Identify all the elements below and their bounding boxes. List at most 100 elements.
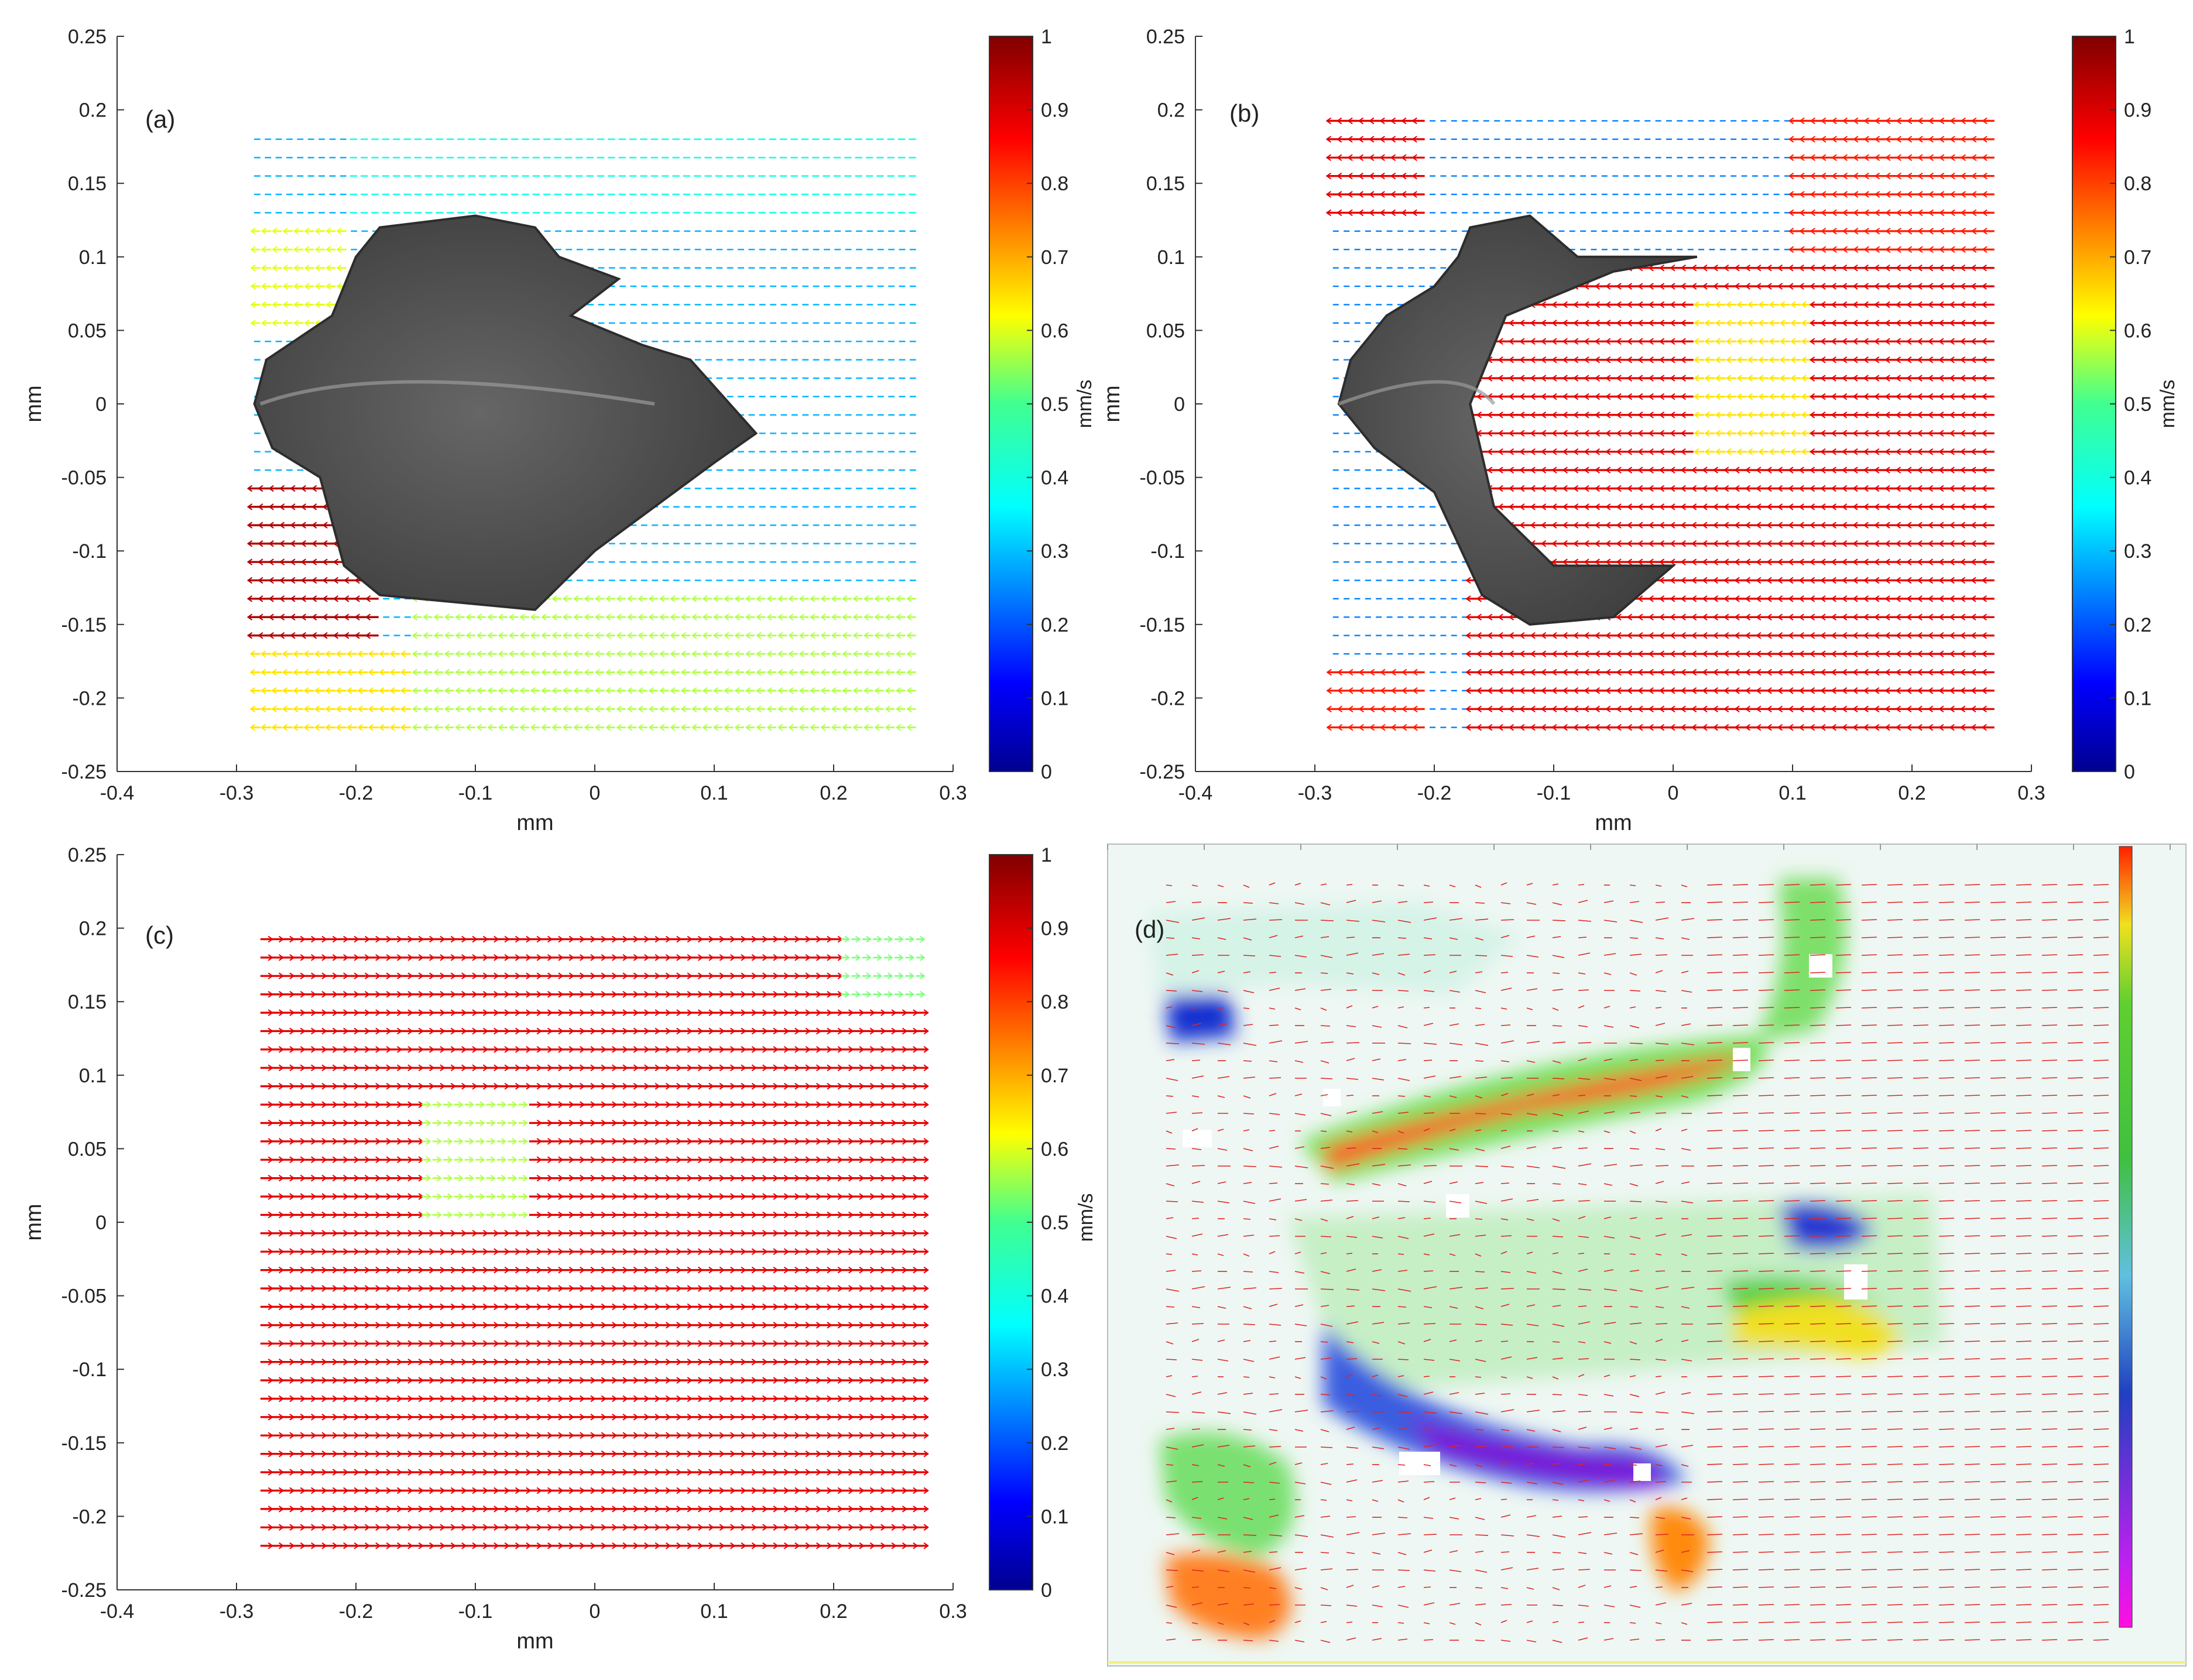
vector-arrow [842,705,852,713]
arrow-head [820,613,826,621]
arrow-head [745,632,751,639]
arrow-head [895,668,902,676]
arrow-head [734,613,740,621]
vector-arrow [261,301,272,308]
arrow-head [638,595,643,602]
vector-arrow [573,668,583,676]
vector-arrow [745,724,755,731]
arrow-head [573,650,579,657]
arrow-head [745,724,751,731]
vector-arrow [508,724,519,731]
vector-arrow [314,264,325,272]
vector-arrow [487,705,497,713]
arrow-head [423,724,429,731]
vector-arrow [272,320,282,327]
arrow-head [335,724,341,731]
vector-arrow [895,668,906,676]
arrow-head [745,705,751,713]
arrow-head [895,613,902,621]
vector-arrow [874,705,884,713]
arrow-head [852,650,858,657]
vector-arrow [712,705,723,713]
arrow-head [1594,724,1600,731]
vector-arrow [530,724,540,731]
y-tick-label: -0.2 [1150,687,1185,709]
arrow-head [433,632,439,639]
vector-arrow [691,724,701,731]
arrow-head [325,687,331,694]
vector-arrow [249,650,261,657]
arrow-head [258,558,263,565]
arrow-head [1530,724,1536,731]
arrow-head [282,705,288,713]
arrow-head [616,613,622,621]
arrow-head [322,503,328,510]
arrow-head [540,650,547,657]
arrow-head [885,632,890,639]
arrow-head [540,724,547,731]
arrow-head [303,687,309,694]
vector-arrow [365,613,379,621]
arrow-head [670,687,676,694]
vector-arrow [261,246,272,253]
arrow-head [745,613,751,621]
vector-arrow [799,668,809,676]
arrow-head [455,687,461,694]
arrow-head [1605,724,1611,731]
arrow-head [487,613,493,621]
vector-arrow [346,705,358,713]
vector-arrow [724,613,734,621]
arrow-head [268,485,274,492]
arrow-head [724,724,729,731]
arrow-head [540,687,547,694]
arrow-head [476,668,482,676]
arrow-head [605,705,611,713]
arrow-head [605,613,611,621]
arrow-head [659,668,665,676]
vector-arrow [573,687,583,694]
arrow-head [594,724,601,731]
colorbar [989,36,1033,772]
vector-arrow [261,264,272,272]
vector-arrow [724,650,734,657]
vector-arrow [455,668,465,676]
arrow-head [1712,724,1718,731]
vector-arrow [766,668,777,676]
arrow-head [279,595,285,602]
arrow-head [626,595,633,602]
colorbar-tick-label: 1 [1041,26,1052,48]
vector-arrow [573,613,583,621]
vector-arrow [842,687,852,694]
arrow-head [1723,724,1729,731]
arrow-head [799,650,804,657]
vector-arrow [691,595,701,602]
y-tick-label: -0.1 [72,540,107,563]
arrow-head [874,668,880,676]
vector-arrow [336,264,347,272]
arrow-head [648,650,654,657]
arrow-head [519,632,525,639]
vector-arrow [335,668,347,676]
vector-arrow [412,668,422,676]
vector-arrow [691,687,701,694]
arrow-head [311,613,317,621]
arrow-head [282,228,288,235]
arrow-head [724,668,729,676]
vector-arrow [799,595,809,602]
vector-arrow [487,668,497,676]
vector-arrow [702,613,712,621]
vector-arrow [680,632,691,639]
arrow-head [465,724,471,731]
vector-arrow [261,705,272,713]
arrow-head [455,668,461,676]
arrow-head [335,650,341,657]
arrow-head [1648,724,1654,731]
arrow-head [756,724,762,731]
arrow-head [885,613,890,621]
arrow-head [584,650,590,657]
arrow-head [389,687,395,694]
arrow-head [530,705,536,713]
arrow-head [444,724,450,731]
vector-arrow [519,650,529,657]
x-tick-label: -0.3 [220,782,254,804]
